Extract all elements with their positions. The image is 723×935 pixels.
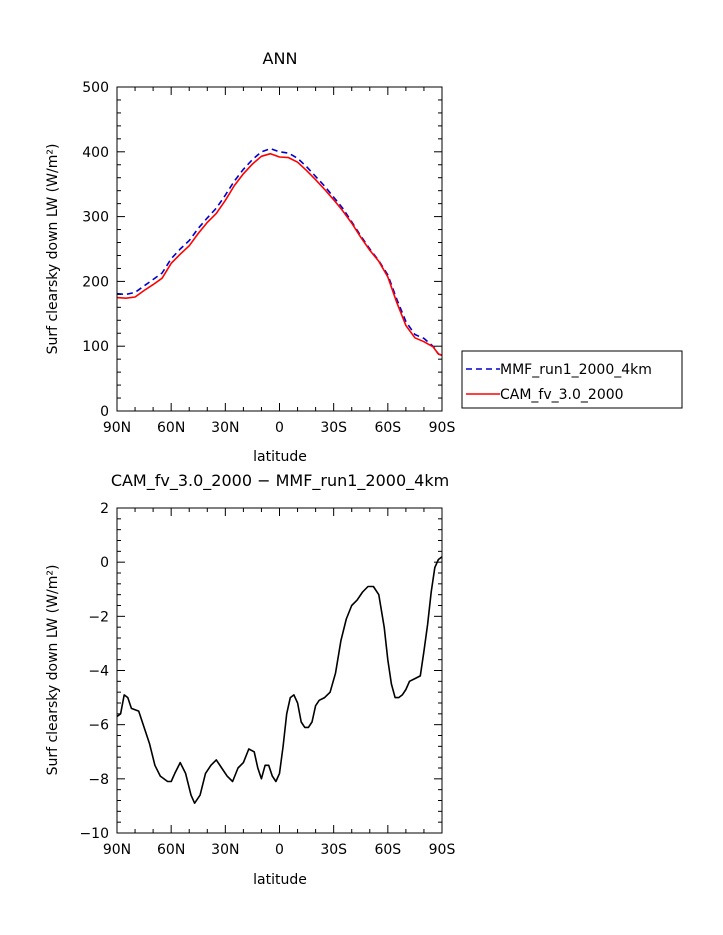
x-tick-label: 60S bbox=[374, 842, 401, 858]
legend-label-cam: CAM_fv_3.0_2000 bbox=[500, 387, 624, 403]
y-tick-label: −6 bbox=[88, 718, 109, 734]
x-tick-label: 0 bbox=[275, 420, 284, 436]
y-tick-label: 0 bbox=[100, 555, 109, 571]
bottom-chart-title: CAM_fv_3.0_2000 − MMF_run1_2000_4km bbox=[111, 471, 449, 491]
x-tick-label: 30N bbox=[211, 420, 239, 436]
x-tick-label: 90N bbox=[103, 842, 131, 858]
y-tick-label: 100 bbox=[82, 339, 109, 355]
legend: MMF_run1_2000_4km CAM_fv_3.0_2000 bbox=[461, 350, 683, 409]
x-tick-label: 30N bbox=[211, 842, 239, 858]
bottom-y-axis-label-text: Surf clearsky down LW (W/m²) bbox=[45, 565, 61, 776]
y-tick-label: 0 bbox=[100, 404, 109, 420]
series-line-0-1 bbox=[116, 152, 443, 357]
x-tick-label: 60S bbox=[374, 420, 401, 436]
bottom-panel: CAM_fv_3.0_2000 − MMF_run1_2000_4km 90N 6… bbox=[45, 471, 455, 888]
y-tick-label: −4 bbox=[88, 664, 109, 680]
y-tick-label: 200 bbox=[82, 274, 109, 290]
y-tick-label: −8 bbox=[88, 772, 109, 788]
series-line-0-0 bbox=[116, 147, 443, 357]
y-tick-label: 2 bbox=[100, 501, 109, 517]
y-tick-label: 500 bbox=[82, 80, 109, 96]
x-tick-label: 90S bbox=[429, 842, 456, 858]
x-tick-label: 90S bbox=[429, 420, 456, 436]
y-tick-label: 300 bbox=[82, 210, 109, 226]
bottom-x-axis-label: latitude bbox=[253, 872, 307, 888]
x-tick-label: 60N bbox=[157, 420, 185, 436]
top-y-axis-label-text: Surf clearsky down LW (W/m²) bbox=[45, 144, 61, 355]
bottom-plot-frame bbox=[116, 507, 443, 834]
x-tick-label: 60N bbox=[157, 842, 185, 858]
legend-box bbox=[461, 350, 683, 409]
x-tick-label: 0 bbox=[275, 842, 284, 858]
x-tick-label: 30S bbox=[320, 842, 347, 858]
series-line-1-0 bbox=[116, 556, 443, 805]
y-tick-label: −10 bbox=[79, 826, 109, 842]
top-panel: ANN 90N 60N 30N 0 30S 60S 90S0100200300400500 … bbox=[45, 49, 683, 465]
legend-label-mmf: MMF_run1_2000_4km bbox=[500, 362, 652, 378]
top-y-axis-label: Surf clearsky down LW (W/m²) bbox=[45, 144, 61, 355]
y-tick-label: 400 bbox=[82, 145, 109, 161]
x-tick-label: 30S bbox=[320, 420, 347, 436]
y-tick-label: −2 bbox=[88, 609, 109, 625]
top-plot-frame bbox=[116, 86, 443, 412]
top-chart-title: ANN bbox=[263, 49, 298, 68]
top-x-axis-label: latitude bbox=[253, 449, 307, 465]
x-tick-label: 90N bbox=[103, 420, 131, 436]
bottom-y-axis-label: Surf clearsky down LW (W/m²) bbox=[45, 565, 61, 776]
